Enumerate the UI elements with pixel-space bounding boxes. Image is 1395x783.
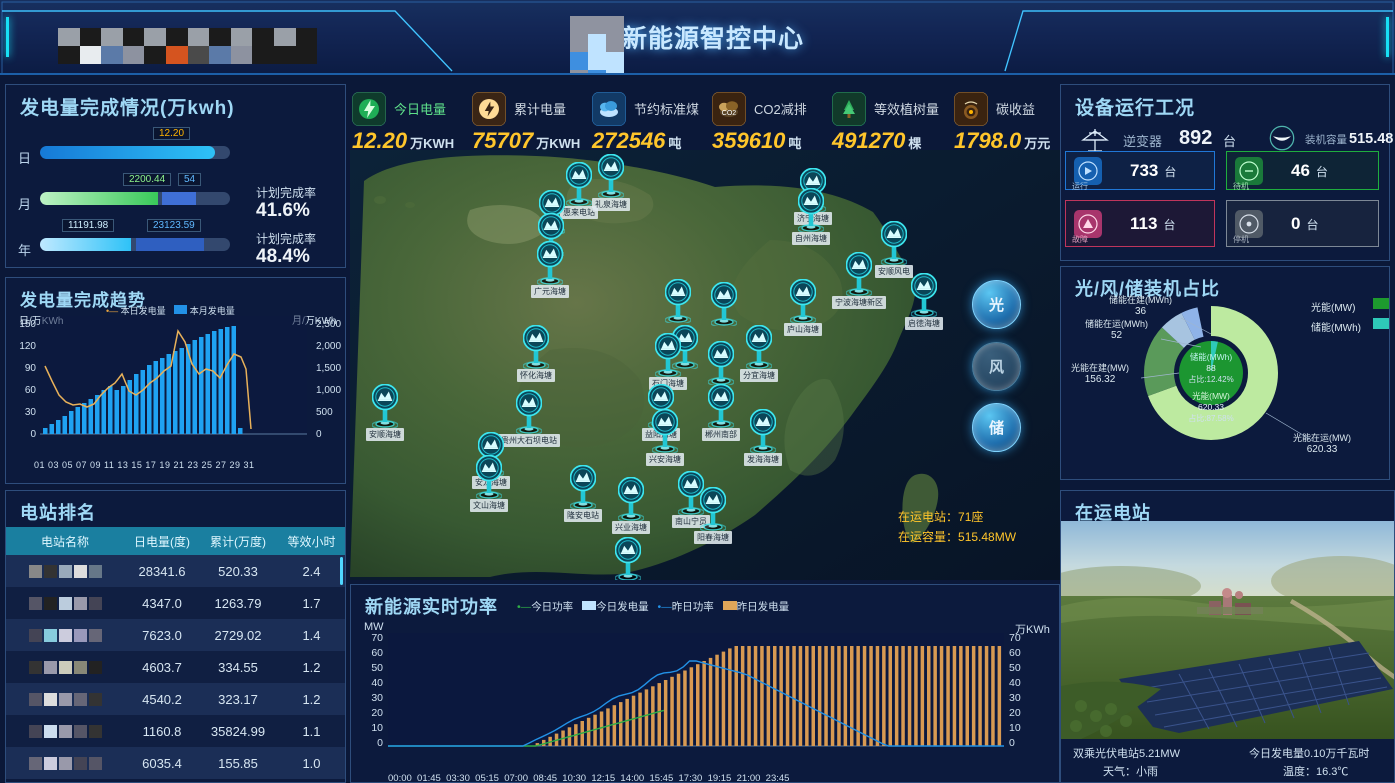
svg-text:0: 0 <box>316 429 322 440</box>
svg-text:40: 40 <box>1009 677 1021 689</box>
svg-text:0: 0 <box>1009 737 1015 749</box>
svg-text:88: 88 <box>1206 363 1216 373</box>
svg-text:2,500: 2,500 <box>316 319 341 330</box>
svg-text:1,000: 1,000 <box>316 385 341 396</box>
svg-text:90: 90 <box>25 363 37 374</box>
svg-text:CO2: CO2 <box>722 110 737 117</box>
svg-text:0: 0 <box>377 737 383 749</box>
svg-text:30: 30 <box>25 407 37 418</box>
svg-text:储能(MWh): 储能(MWh) <box>1190 352 1233 362</box>
svg-text:70: 70 <box>1009 633 1021 644</box>
svg-text:120: 120 <box>19 341 36 352</box>
svg-text:150: 150 <box>19 319 36 330</box>
svg-text:10: 10 <box>371 722 383 734</box>
svg-text:20: 20 <box>1009 707 1021 719</box>
svg-text:50: 50 <box>1009 662 1021 674</box>
svg-text:60: 60 <box>25 385 37 396</box>
svg-text:40: 40 <box>371 677 383 689</box>
svg-text:光能(MW): 光能(MW) <box>1192 391 1230 401</box>
svg-text:0: 0 <box>30 429 36 440</box>
svg-text:占比:87.58%: 占比:87.58% <box>1188 413 1233 423</box>
svg-text:60: 60 <box>1009 647 1021 659</box>
svg-text:10: 10 <box>1009 722 1021 734</box>
svg-text:60: 60 <box>371 647 383 659</box>
svg-text:30: 30 <box>1009 692 1021 704</box>
svg-text:620.33: 620.33 <box>1198 402 1224 412</box>
svg-text:占比:12.42%: 占比:12.42% <box>1188 374 1233 384</box>
svg-text:70: 70 <box>371 633 383 644</box>
svg-text:20: 20 <box>371 707 383 719</box>
svg-text:500: 500 <box>316 407 333 418</box>
svg-text:1,500: 1,500 <box>316 363 341 374</box>
svg-text:30: 30 <box>371 692 383 704</box>
svg-text:50: 50 <box>371 662 383 674</box>
svg-text:2,000: 2,000 <box>316 341 341 352</box>
